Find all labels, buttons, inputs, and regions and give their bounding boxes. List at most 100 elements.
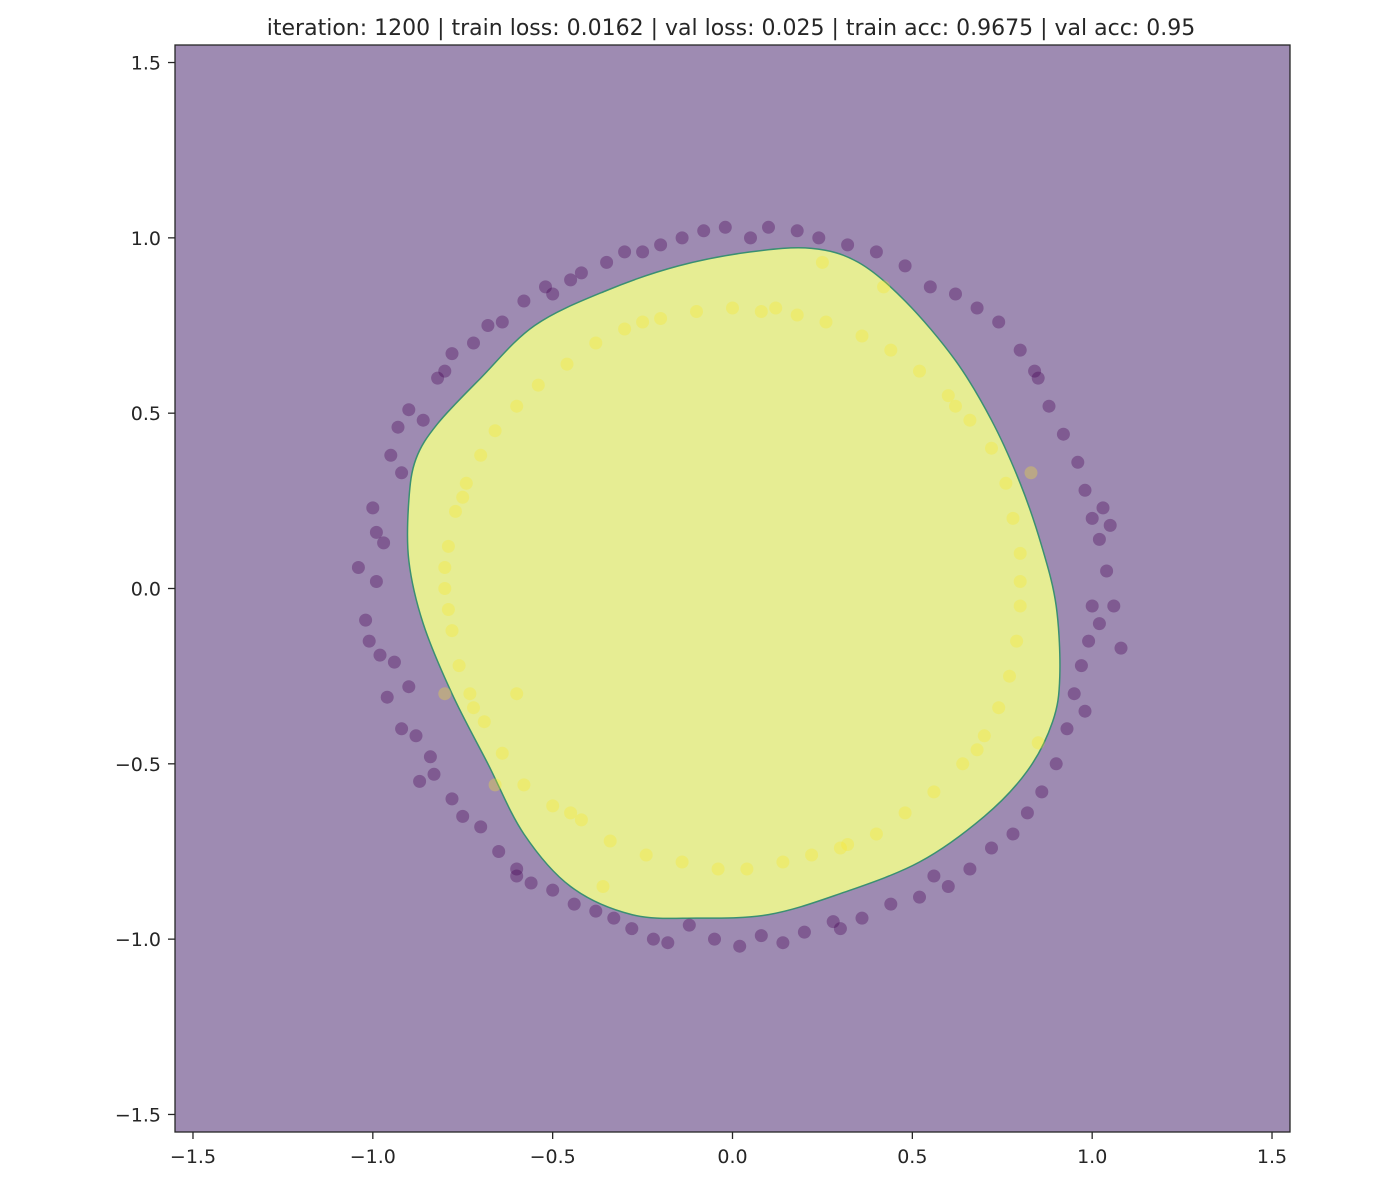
class-0-point xyxy=(607,911,621,925)
class-0-point xyxy=(510,862,524,876)
class-0-point xyxy=(733,939,747,953)
class-1-point xyxy=(618,322,632,336)
class-1-point xyxy=(675,855,689,869)
class-0-point xyxy=(754,929,768,943)
inside-region xyxy=(406,247,1061,920)
scatter-points xyxy=(351,220,1128,953)
class-0-point xyxy=(574,266,588,280)
class-0-point xyxy=(625,922,639,936)
class-1-point xyxy=(1006,511,1020,525)
class-0-point xyxy=(1031,371,1045,385)
class-0-point xyxy=(1107,599,1121,613)
class-0-point xyxy=(855,911,869,925)
class-0-point xyxy=(1085,599,1099,613)
class-0-point xyxy=(812,231,826,245)
class-0-point xyxy=(492,845,506,858)
class-0-point xyxy=(797,925,811,939)
class-0-point xyxy=(661,936,675,950)
class-1-point xyxy=(441,539,455,553)
class-1-point xyxy=(815,255,829,269)
class-0-point xyxy=(869,245,883,259)
class-1-point xyxy=(441,603,455,616)
class-0-point xyxy=(941,880,955,893)
class-0-point xyxy=(923,280,937,294)
class-0-point xyxy=(351,561,365,574)
class-0-point xyxy=(481,319,495,332)
class-1-point xyxy=(805,848,819,862)
class-0-point xyxy=(377,536,391,550)
class-0-point xyxy=(387,655,401,669)
class-0-point xyxy=(402,680,416,694)
class-0-point xyxy=(539,280,552,294)
x-tick-label: 1.0 xyxy=(1077,1146,1107,1168)
class-0-point xyxy=(697,224,711,238)
class-1-point xyxy=(999,476,1013,490)
class-1-point xyxy=(841,838,855,851)
class-1-point xyxy=(1010,634,1024,648)
class-0-point xyxy=(1103,518,1117,532)
class-0-point xyxy=(1092,617,1106,631)
class-0-point xyxy=(927,869,941,883)
class-0-point xyxy=(467,336,480,350)
y-tick-label: −1.5 xyxy=(115,1104,161,1126)
class-0-point xyxy=(384,448,398,462)
class-0-point xyxy=(992,315,1006,329)
class-1-point xyxy=(531,378,545,392)
class-0-point xyxy=(546,287,560,301)
class-0-point xyxy=(790,224,804,238)
x-tick-label: 0.5 xyxy=(897,1146,927,1168)
class-0-point xyxy=(517,294,531,308)
class-1-point xyxy=(488,778,502,792)
class-0-point xyxy=(456,809,470,823)
class-0-point xyxy=(380,690,394,704)
class-1-point xyxy=(488,424,502,438)
class-1-point xyxy=(438,561,452,574)
class-0-point xyxy=(1071,455,1085,469)
class-0-point xyxy=(409,729,423,743)
class-0-point xyxy=(445,792,459,806)
class-1-point xyxy=(636,315,650,329)
y-axis: −1.5 −1.0 −0.5 0.0 0.5 1.0 1.5 xyxy=(115,53,175,1126)
y-tick-label: −1.0 xyxy=(115,929,161,951)
class-0-point xyxy=(1067,687,1081,701)
class-1-point xyxy=(474,448,488,462)
y-tick-label: 1.5 xyxy=(131,53,161,75)
class-0-point xyxy=(524,876,538,890)
class-1-point xyxy=(1013,599,1027,613)
class-0-point xyxy=(445,347,459,361)
class-0-point xyxy=(362,634,376,648)
class-0-point xyxy=(564,273,578,287)
class-1-point xyxy=(654,312,668,325)
class-1-point xyxy=(690,305,703,318)
class-1-point xyxy=(869,827,883,841)
class-0-point xyxy=(431,371,445,385)
class-0-point xyxy=(1078,483,1092,497)
class-1-point xyxy=(459,476,473,490)
class-0-point xyxy=(898,259,912,273)
class-1-point xyxy=(477,715,491,729)
class-0-point xyxy=(495,315,509,329)
class-0-point xyxy=(718,220,732,234)
class-1-point xyxy=(438,582,452,595)
class-0-point xyxy=(1020,806,1034,820)
class-1-point xyxy=(927,785,941,799)
class-0-point xyxy=(776,936,790,950)
class-0-point xyxy=(744,231,757,245)
class-1-point xyxy=(877,280,891,294)
class-1-point xyxy=(463,687,477,701)
class-0-point xyxy=(970,301,984,315)
x-axis: −1.5 −1.0 −0.5 0.0 0.5 1.0 1.5 xyxy=(170,1132,1287,1168)
class-1-point xyxy=(970,743,984,757)
class-0-point xyxy=(963,862,977,876)
class-0-point xyxy=(1092,532,1106,546)
class-1-point xyxy=(639,848,653,862)
class-1-point xyxy=(510,399,524,413)
class-0-point xyxy=(636,245,650,259)
class-0-point xyxy=(366,501,380,515)
class-0-point xyxy=(474,820,488,834)
class-0-point xyxy=(395,722,409,736)
class-0-point xyxy=(884,897,898,911)
class-0-point xyxy=(1056,427,1070,441)
y-tick-label: 0.5 xyxy=(131,403,161,425)
class-0-point xyxy=(1006,827,1020,841)
